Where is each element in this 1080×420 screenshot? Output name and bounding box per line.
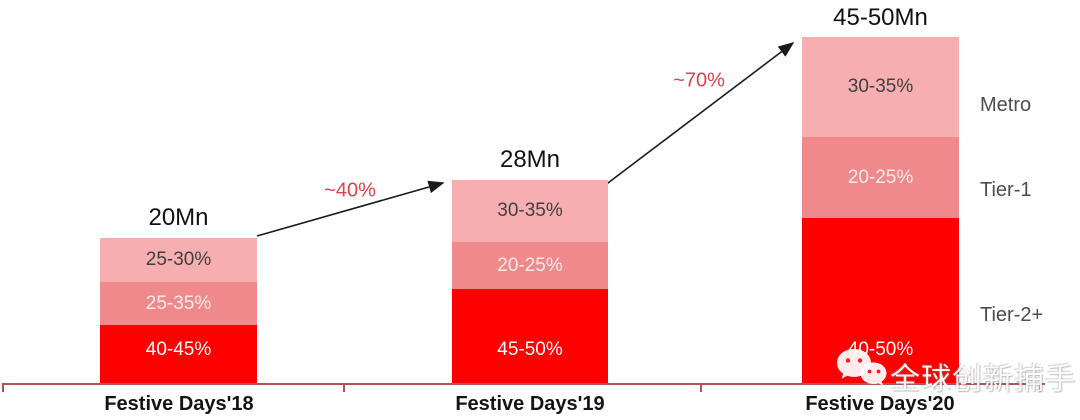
watermark-text: 全球创新捕手 — [890, 363, 1076, 396]
bar-total-2019: 28Mn — [499, 146, 561, 173]
growth-label-70: ~70% — [673, 69, 725, 92]
bar-total-2018: 20Mn — [148, 204, 209, 231]
growth-label-40: ~40% — [324, 179, 376, 202]
tier-label-tier-2-plus: Tier-2+ — [980, 304, 1044, 326]
segment-tier-1: 25-35% — [100, 282, 257, 325]
segment-tier-1: 20-25% — [452, 242, 608, 289]
tier-label-metro: Metro — [980, 94, 1032, 116]
bar-festive-days-18: 25-30% 25-35% 40-45% — [100, 238, 257, 383]
bar-festive-days-20: 30-35% 20-25% 40-50% — [802, 37, 959, 383]
x-axis-line — [2, 383, 1045, 385]
watermark: 全球创新捕手 — [836, 348, 1075, 396]
bar-festive-days-19: 30-35% 20-25% 45-50% — [452, 180, 608, 383]
category-label-2020: Festive Days'20 — [805, 393, 955, 415]
x-axis-tick — [700, 383, 702, 392]
segment-tier-2-plus: 40-50% — [802, 218, 959, 383]
x-axis-tick — [2, 383, 4, 392]
bar-total-2020: 45-50Mn — [833, 4, 928, 31]
segment-metro: 30-35% — [452, 180, 608, 242]
segment-tier-2-plus: 45-50% — [452, 289, 608, 383]
category-label-2018: Festive Days'18 — [104, 393, 254, 415]
segment-tier-2-plus: 40-45% — [100, 325, 257, 383]
x-axis-tick — [1039, 383, 1041, 392]
growth-arrow-19-20 — [603, 42, 795, 187]
segment-metro: 25-30% — [100, 238, 257, 282]
segment-metro: 30-35% — [802, 37, 959, 137]
wechat-icon — [837, 349, 887, 386]
segment-tier-1: 20-25% — [802, 137, 959, 218]
tier-label-tier-1: Tier-1 — [980, 179, 1032, 201]
category-label-2019: Festive Days'19 — [455, 393, 605, 415]
x-axis-tick — [343, 383, 345, 392]
